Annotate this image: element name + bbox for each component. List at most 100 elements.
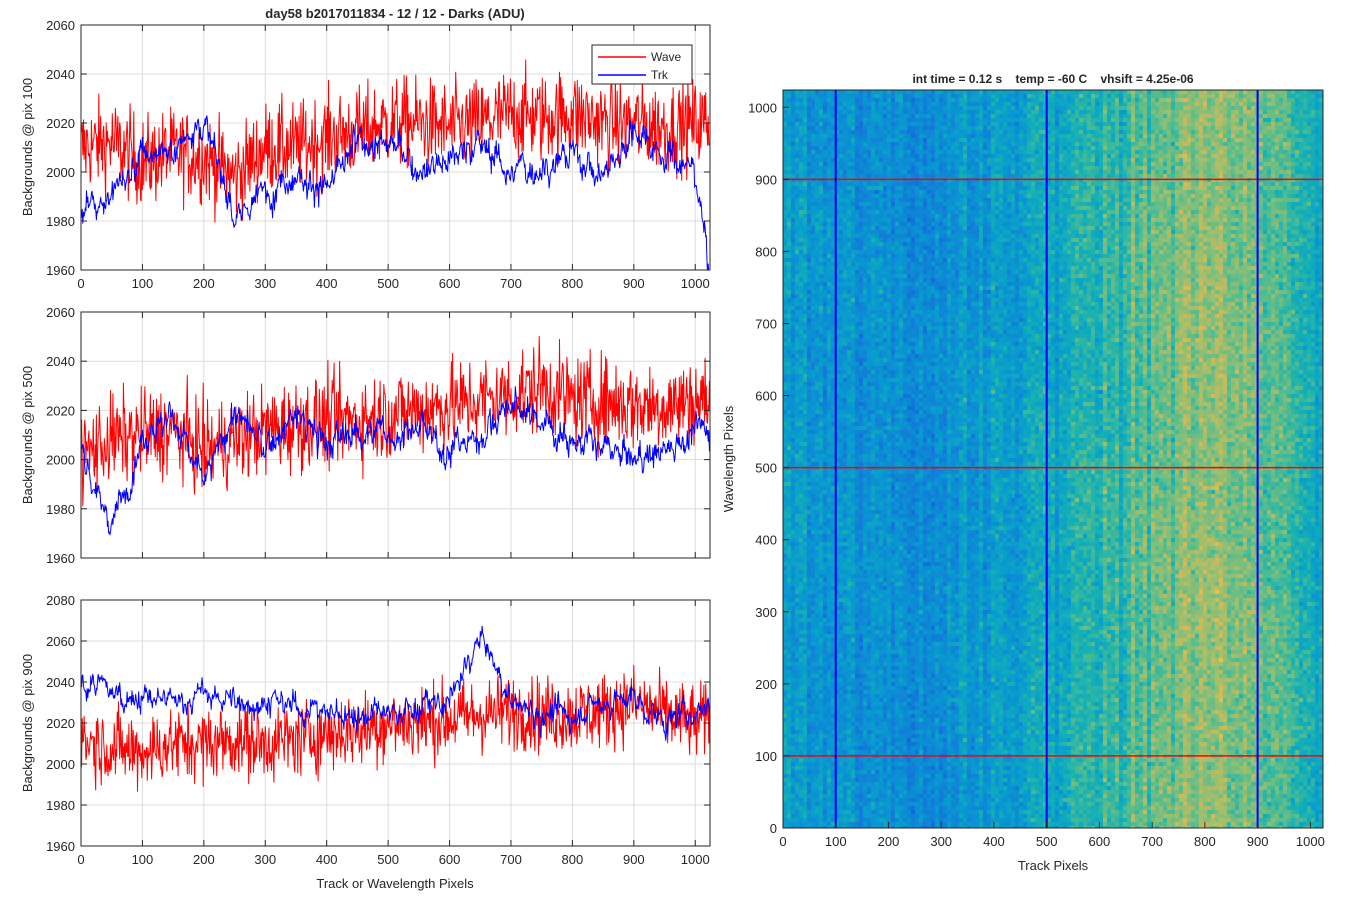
heatmap-cell [823, 562, 827, 566]
heatmap-cell [787, 746, 791, 750]
heatmap-cell [875, 142, 879, 146]
heatmap-cell [811, 402, 815, 406]
heatmap-cell [811, 474, 815, 478]
heatmap-cell [875, 454, 879, 458]
heatmap-cell [783, 366, 787, 370]
heatmap-cell [879, 434, 883, 438]
heatmap-cell [787, 166, 791, 170]
heatmap-cell [831, 502, 835, 506]
heatmap-cell [795, 190, 799, 194]
heatmap-cell [879, 546, 883, 550]
heatmap-cell [831, 194, 835, 198]
heatmap-cell [795, 794, 799, 798]
heatmap-cell [787, 454, 791, 458]
heatmap-cell [815, 378, 819, 382]
heatmap-cell [859, 758, 863, 762]
heatmap-cell [807, 362, 811, 366]
heatmap-cell [859, 526, 863, 530]
heatmap-cell [847, 358, 851, 362]
heatmap-cell [811, 350, 815, 354]
heatmap-cell [847, 558, 851, 562]
heatmap-cell [783, 382, 787, 386]
heatmap-cell [883, 258, 887, 262]
heatmap-cell [875, 134, 879, 138]
heatmap-cell [815, 334, 819, 338]
heatmap-cell [867, 558, 871, 562]
heatmap-cell [859, 382, 863, 386]
heatmap-cell [799, 506, 803, 510]
heatmap-cell [843, 106, 847, 110]
heatmap-cell [787, 582, 791, 586]
heatmap-cell [795, 658, 799, 662]
heatmap-cell [855, 234, 859, 238]
heatmap-cell [803, 226, 807, 230]
heatmap-cell [807, 174, 811, 178]
heatmap-cell [807, 686, 811, 690]
heatmap-cell [875, 326, 879, 330]
heatmap-cell [791, 686, 795, 690]
heatmap-cell [803, 294, 807, 298]
heatmap-cell [819, 714, 823, 718]
heatmap-cell [807, 442, 811, 446]
heatmap-cell [811, 634, 815, 638]
heatmap-cell [847, 182, 851, 186]
heatmap-cell [871, 490, 875, 494]
heatmap-cell [815, 382, 819, 386]
heatmap-cell [871, 802, 875, 806]
heatmap-cell [799, 706, 803, 710]
heatmap-cell [847, 618, 851, 622]
heatmap-cell [799, 538, 803, 542]
heatmap-cell [843, 142, 847, 146]
heatmap-cell [863, 518, 867, 522]
heatmap-cell [827, 378, 831, 382]
heatmap-cell [851, 358, 855, 362]
heatmap-cell [839, 450, 843, 454]
heatmap-cell [795, 566, 799, 570]
heatmap-cell [879, 786, 883, 790]
heatmap-cell [843, 334, 847, 338]
heatmap-cell [851, 250, 855, 254]
heatmap-cell [783, 454, 787, 458]
heatmap-cell [847, 538, 851, 542]
heatmap-cell [847, 406, 851, 410]
heatmap-cell [807, 298, 811, 302]
heatmap-cell [847, 322, 851, 326]
heatmap-cell [831, 442, 835, 446]
heatmap-cell [819, 710, 823, 714]
heatmap-cell [827, 246, 831, 250]
heatmap-cell [815, 814, 819, 818]
heatmap-cell [883, 358, 887, 362]
heatmap-cell [843, 602, 847, 606]
heatmap-cell [875, 722, 879, 726]
heatmap-cell [799, 410, 803, 414]
heatmap-cell [799, 710, 803, 714]
heatmap-cell [791, 106, 795, 110]
heatmap-cell [811, 570, 815, 574]
heatmap-cell [871, 230, 875, 234]
heatmap-cell [879, 802, 883, 806]
heatmap-cell [863, 690, 867, 694]
heatmap-cell [823, 478, 827, 482]
heatmap-cell [875, 522, 879, 526]
heatmap-cell [871, 182, 875, 186]
heatmap-cell [855, 630, 859, 634]
heatmap-cell [851, 406, 855, 410]
heatmap-cell [787, 102, 791, 106]
heatmap-cell [871, 314, 875, 318]
heatmap-cell [783, 394, 787, 398]
heatmap-cell [811, 746, 815, 750]
heatmap-cell [831, 314, 835, 318]
heatmap-cell [855, 514, 859, 518]
heatmap-cell [875, 798, 879, 802]
heatmap-cell [819, 262, 823, 266]
heatmap-cell [783, 534, 787, 538]
heatmap-cell [867, 598, 871, 602]
heatmap-cell [791, 510, 795, 514]
heatmap-cell [875, 410, 879, 414]
heatmap-cell [823, 262, 827, 266]
heatmap-cell [811, 330, 815, 334]
heatmap-cell [787, 666, 791, 670]
heatmap-cell [807, 702, 811, 706]
heatmap-cell [811, 606, 815, 610]
heatmap-cell [827, 302, 831, 306]
